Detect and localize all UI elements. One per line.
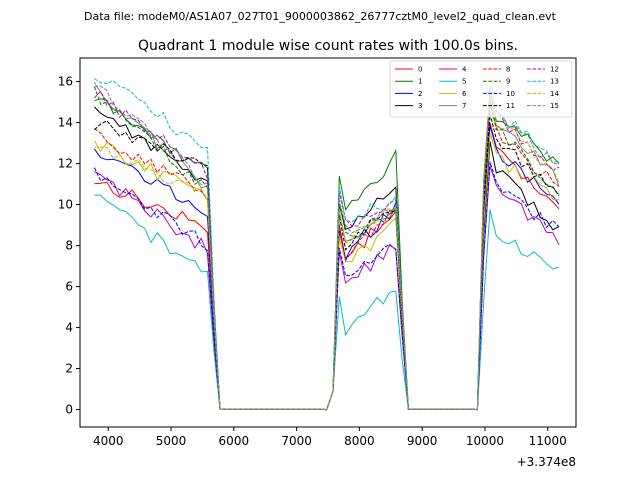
- legend-label-5: 5: [462, 78, 466, 86]
- legend-label-15: 15: [550, 102, 559, 110]
- x-offset-label: +3.374e8: [517, 455, 576, 469]
- legend-label-11: 11: [506, 102, 515, 110]
- y-tick-label-6: 6: [65, 280, 73, 294]
- y-tick-label-4: 4: [65, 321, 73, 335]
- y-tick-label-2: 2: [65, 362, 73, 376]
- legend-label-7: 7: [462, 102, 466, 110]
- series-line-0: [94, 122, 560, 411]
- chart-suptitle: Data file: modeM0/AS1A07_027T01_90000038…: [84, 10, 557, 23]
- legend-label-3: 3: [418, 102, 422, 110]
- y-tick-label-12: 12: [58, 157, 73, 171]
- x-tick-label-11000: 11000: [529, 434, 567, 448]
- y-tick-label-8: 8: [65, 239, 73, 253]
- legend-label-9: 9: [506, 78, 510, 86]
- y-tick-label-16: 16: [58, 75, 73, 89]
- legend-label-0: 0: [418, 66, 422, 74]
- legend-label-13: 13: [550, 78, 559, 86]
- series-layer: [93, 78, 560, 411]
- chart-title: Quadrant 1 module wise count rates with …: [138, 38, 518, 54]
- series-line-15: [94, 85, 560, 411]
- legend-label-4: 4: [462, 66, 467, 74]
- legend-label-8: 8: [506, 66, 510, 74]
- series-line-5: [94, 194, 560, 411]
- x-tick-label-9000: 9000: [407, 434, 438, 448]
- y-tick-label-10: 10: [58, 198, 73, 212]
- legend-label-12: 12: [550, 66, 559, 74]
- axes-layer: 4000 5000 6000 7000 8000 9000 10000 11000 0 2 4 6 8 1…: [58, 57, 577, 448]
- legend-label-1: 1: [418, 78, 422, 86]
- y-tick-label-14: 14: [58, 116, 73, 130]
- y-tick-label-0: 0: [65, 403, 73, 417]
- series-line-4: [94, 165, 560, 411]
- x-tick-label-10000: 10000: [466, 434, 504, 448]
- legend-label-14: 14: [550, 90, 559, 98]
- series-line-3: [94, 106, 560, 411]
- x-tick-label-8000: 8000: [344, 434, 375, 448]
- x-tick-label-4000: 4000: [93, 434, 124, 448]
- series-line-10: [93, 161, 560, 411]
- legend-label-10: 10: [506, 90, 515, 98]
- x-tick-label-5000: 5000: [156, 434, 187, 448]
- legend-label-2: 2: [418, 90, 422, 98]
- legend-box: [389, 60, 573, 118]
- legend-label-6: 6: [462, 90, 467, 98]
- plot-frame: [79, 57, 577, 428]
- x-tick-label-6000: 6000: [219, 434, 250, 448]
- x-tick-label-7000: 7000: [281, 434, 312, 448]
